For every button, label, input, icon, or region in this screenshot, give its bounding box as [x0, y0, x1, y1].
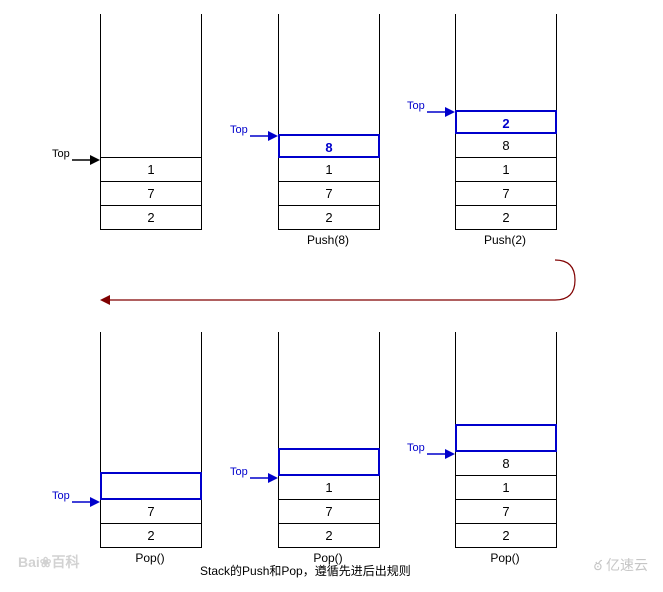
stack-cell: 2 [101, 205, 201, 229]
stack-cell: 1 [456, 475, 556, 499]
stack-s3: 28172 [455, 14, 557, 230]
top-arrow-icon [427, 447, 455, 461]
stack-cell: 2 [456, 205, 556, 229]
stack-cell: 7 [279, 499, 379, 523]
stack-cell: 7 [456, 181, 556, 205]
empty-top-slot [100, 472, 202, 500]
top-pointer-label: Top [52, 148, 70, 160]
stack-cell: 1 [279, 157, 379, 181]
top-arrow-icon [250, 129, 278, 143]
stack-cell: 1 [279, 475, 379, 499]
top-pointer-label: Top [230, 466, 248, 478]
top-arrow-icon [72, 495, 100, 509]
stack-s2: 8172 [278, 14, 380, 230]
stack-cell: 7 [101, 499, 201, 523]
stack-cell: 1 [456, 157, 556, 181]
stack-s4: 72 [100, 332, 202, 548]
stack-s1: 172 [100, 14, 202, 230]
diagram-caption: Stack的Push和Pop，遵循先进后出规则 [200, 562, 411, 579]
stack-label: Push(8) [278, 233, 378, 247]
empty-top-slot [455, 424, 557, 452]
stack-cell: 2 [455, 110, 557, 134]
stack-cell: 8 [456, 133, 556, 157]
stack-cell: 2 [279, 205, 379, 229]
stack-label: Pop() [455, 551, 555, 565]
top-arrow-icon [250, 471, 278, 485]
empty-top-slot [278, 448, 380, 476]
watermark-left: Bai❀百科 [18, 552, 80, 572]
stack-cell: 7 [279, 181, 379, 205]
stack-cell: 8 [278, 134, 380, 158]
stack-cell: 2 [101, 523, 201, 547]
top-pointer-label: Top [407, 100, 425, 112]
top-arrow-icon [427, 105, 455, 119]
stack-cell: 7 [456, 499, 556, 523]
stack-s6: 8172 [455, 332, 557, 548]
watermark-right: ఠ 亿速云 [594, 555, 648, 577]
top-pointer-label: Top [407, 442, 425, 454]
stack-cell: 2 [456, 523, 556, 547]
stack-label: Push(2) [455, 233, 555, 247]
top-pointer-label: Top [230, 124, 248, 136]
top-arrow-icon [72, 153, 100, 167]
stack-cell: 2 [279, 523, 379, 547]
top-pointer-label: Top [52, 490, 70, 502]
stack-cell: 7 [101, 181, 201, 205]
stack-cell: 8 [456, 451, 556, 475]
stack-label: Pop() [100, 551, 200, 565]
stack-s5: 172 [278, 332, 380, 548]
stack-cell: 1 [101, 157, 201, 181]
